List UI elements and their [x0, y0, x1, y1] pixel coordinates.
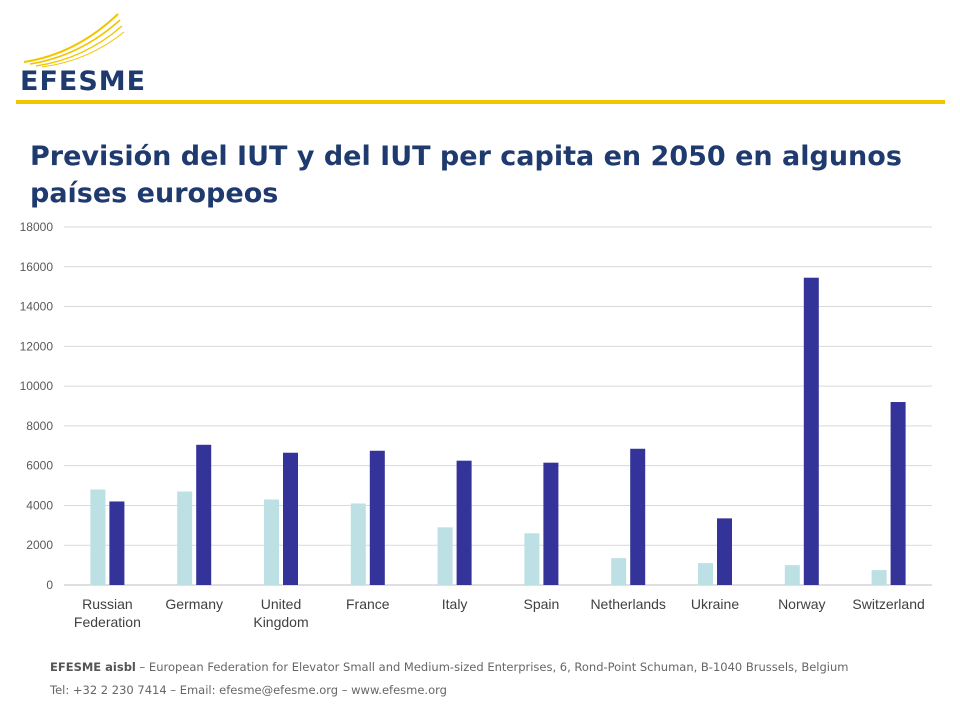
- y-axis-tick-labels: 0 2000 4000 6000 8000 10000 12000 14000 16000 180…: [20, 220, 54, 592]
- bar-iut-per-capita: [630, 448, 646, 585]
- footer-org-details: – European Federation for Elevator Small…: [135, 660, 849, 674]
- bar-chart: 0 2000 4000 6000 8000 10000 12000 14000 16000 180…: [20, 220, 932, 630]
- bar-iut: [611, 558, 627, 585]
- bar-iut-per-capita: [456, 460, 472, 585]
- bar-iut: [177, 491, 193, 585]
- bar-iut: [871, 570, 887, 585]
- bar-iut-per-capita: [543, 462, 559, 585]
- chart-gridlines: [64, 226, 932, 586]
- x-category-label: France: [346, 596, 390, 612]
- slide-title: Previsión del IUT y del IUT per capita e…: [30, 141, 902, 209]
- header-divider: [16, 100, 945, 104]
- y-tick-label: 0: [46, 578, 53, 592]
- y-tick-label: 12000: [20, 339, 54, 353]
- bar-iut-per-capita: [196, 444, 212, 585]
- x-category-label: United: [261, 596, 301, 612]
- chart-bars: [90, 277, 906, 585]
- y-tick-label: 2000: [26, 538, 53, 552]
- x-category-label: Ukraine: [691, 596, 739, 612]
- efesme-swoosh-logo-icon: [23, 13, 125, 68]
- logo-wordmark: EFESME: [20, 66, 147, 97]
- y-tick-label: 14000: [20, 300, 54, 314]
- x-category-label: Switzerland: [852, 596, 924, 612]
- x-category-label: Netherlands: [590, 596, 666, 612]
- x-category-label: Russian: [82, 596, 133, 612]
- bar-iut-per-capita: [803, 277, 819, 585]
- footer-address-line: EFESME aisbl – European Federation for E…: [50, 660, 848, 674]
- y-tick-label: 18000: [20, 220, 54, 234]
- bar-iut-per-capita: [717, 518, 732, 585]
- bar-iut: [350, 503, 366, 585]
- x-category-label: Italy: [442, 596, 468, 612]
- x-category-label: Norway: [778, 596, 825, 612]
- bar-iut-per-capita: [109, 501, 125, 585]
- y-tick-label: 10000: [20, 379, 54, 393]
- x-category-label: Kingdom: [253, 614, 308, 630]
- x-category-label: Spain: [523, 596, 559, 612]
- y-tick-label: 8000: [26, 419, 53, 433]
- y-tick-label: 6000: [26, 459, 53, 473]
- bar-iut-per-capita: [890, 402, 906, 585]
- x-category-label: Federation: [74, 614, 141, 630]
- x-category-label: Germany: [165, 596, 223, 612]
- bar-iut-per-capita: [369, 450, 385, 585]
- footer-contact-line: Tel: +32 2 230 7414 – Email: efesme@efes…: [50, 683, 447, 697]
- bar-iut: [437, 527, 453, 585]
- x-axis-category-labels: Russian Federation Germany United Kingdom Fra…: [74, 596, 925, 630]
- bar-iut: [524, 533, 540, 585]
- y-tick-label: 16000: [20, 260, 54, 274]
- y-tick-label: 4000: [26, 498, 53, 512]
- bar-iut-per-capita: [283, 452, 298, 585]
- footer-org-name: EFESME aisbl: [50, 660, 136, 674]
- bar-iut: [90, 489, 106, 585]
- efesme-logo: EFESME: [16, 10, 147, 97]
- bar-iut: [784, 565, 800, 585]
- bar-iut: [264, 499, 279, 585]
- bar-iut: [698, 563, 713, 585]
